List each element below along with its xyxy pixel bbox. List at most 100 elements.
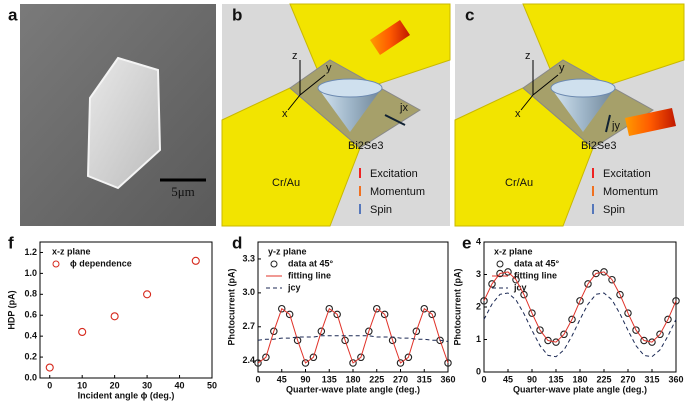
data-point [420,304,428,313]
x-axis-label: Quarter-wave plate angle (deg.) [286,384,420,394]
x-tick-label: 360 [668,374,683,384]
x-tick-label: 45 [277,374,287,384]
legend-label: Excitation [603,168,651,180]
data-point [309,353,318,362]
dashed-line [257,335,449,342]
data-point [616,290,624,299]
data-point [576,297,584,305]
data-point [664,315,672,324]
legend-title: x-z plane [52,246,91,256]
plot-frame [257,241,449,373]
data-point [544,336,552,345]
x-tick-label: 225 [596,374,611,384]
x-tick-label: 135 [548,374,563,384]
data-point [608,275,616,284]
y-tick-label: 2.4 [242,355,255,365]
data-point [412,327,421,336]
data-point [270,327,278,336]
data-point [110,312,119,321]
plot-frame [39,241,213,379]
data-point [254,359,262,367]
x-axis-label: Incident angle ϕ (deg.) [78,390,175,400]
panel-label: e [462,233,471,252]
data-point [568,315,576,324]
legend-marker [270,260,278,268]
fit-line [483,271,677,343]
axis-x: x [515,108,521,120]
dashed-line [483,292,677,358]
x-tick-label: 315 [417,374,432,384]
data-point [672,297,680,305]
x-tick-label: 90 [527,374,537,384]
x-tick-label: 90 [300,374,310,384]
data-point [396,359,405,367]
x-tick-label: 0 [255,374,260,384]
data-point [380,310,389,319]
y-tick-label: 1.0 [24,268,37,278]
data-point [640,336,648,345]
data-point [285,310,294,319]
y-tick-label: 1 [476,334,481,344]
legend-marker [496,260,504,268]
x-tick-label: 270 [393,374,408,384]
y-tick-label: 0.0 [24,372,37,382]
data-point [552,338,560,346]
x-tick-label: 180 [572,374,587,384]
panel-label: b [232,5,242,24]
data-point [528,309,536,317]
legend-label: Momentum [603,186,658,198]
y-axis-label: Photocurrent (pA) [226,269,236,346]
x-tick-label: 0 [47,380,52,390]
current-label: jx [399,102,408,114]
scale-label: 5μm [171,184,195,199]
data-point [536,326,544,334]
x-tick-label: 0 [481,374,486,384]
x-tick-label: 270 [620,374,635,384]
data-point [325,304,333,313]
x-tick-label: 135 [322,374,337,384]
axis-y: y [559,62,565,74]
legend-label: ϕ dependence [70,258,132,268]
legend-label: jcy [287,282,301,292]
data-point [512,275,520,284]
data-point [78,327,87,337]
y-tick-label: 0.2 [24,351,37,361]
legend-label: Spin [603,204,625,216]
legend-label: fitting line [514,270,557,280]
legend-title: y-z plane [268,246,307,256]
y-tick-label: 3 [476,269,481,279]
y-tick-label: 1.2 [24,247,37,257]
x-tick-label: 360 [440,374,455,384]
y-tick-label: 0.8 [24,289,37,299]
legend-label: fitting line [288,270,331,280]
data-point [428,310,436,319]
y-tick-label: 2.7 [242,321,255,331]
material-label: Bi2Se3 [581,140,616,152]
legend-label: Momentum [370,186,425,198]
fit-line [257,307,449,364]
y-tick-label: 3.3 [242,253,255,263]
data-point [293,336,302,345]
data-point [648,338,656,346]
legend-label: data at 45° [288,258,334,268]
y-tick-label: 0.4 [24,331,37,341]
x-tick-label: 45 [503,374,513,384]
device-b [221,3,451,227]
axis-z: z [525,50,531,62]
data-point [317,327,326,336]
data-point [656,330,664,339]
legend-label: data at 45° [514,258,560,268]
data-point [404,353,413,362]
data-point [357,353,365,362]
y-tick-label: 0.6 [24,310,37,320]
x-tick-label: 30 [142,380,152,390]
x-tick-label: 315 [644,374,659,384]
panel-label: c [465,5,474,24]
device-c [454,3,685,227]
panel-label: d [232,233,242,252]
x-tick-label: 225 [369,374,384,384]
data-point [349,359,357,367]
data-point [520,290,528,299]
data-point [600,268,608,276]
